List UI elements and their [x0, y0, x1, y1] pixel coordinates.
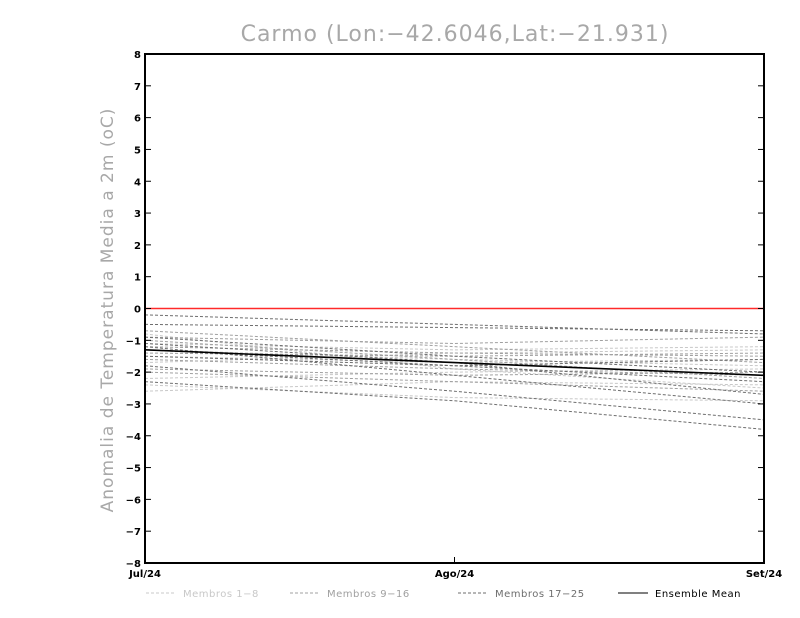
member-line-g1-4 — [144, 355, 765, 364]
y-tick-label: 0 — [134, 305, 141, 316]
y-tick-label: 4 — [134, 177, 141, 188]
y-tick-label: 5 — [134, 145, 141, 156]
x-tick-label: Ago/24 — [435, 569, 474, 580]
y-axis-label: Anomalia de Temperatura Media a 2m (oC) — [98, 108, 118, 513]
member-line-g1-2 — [144, 384, 765, 402]
member-line-g3-6 — [144, 346, 765, 405]
legend-label: Membros 17−25 — [495, 589, 585, 600]
member-line-g3-5 — [144, 381, 765, 430]
x-tick-label: Set/24 — [746, 569, 782, 580]
y-tick-label: −8 — [126, 559, 141, 570]
member-line-g1-6 — [144, 368, 765, 379]
y-tick-label: 1 — [134, 273, 141, 284]
member-line-g2-7 — [144, 330, 765, 364]
y-tick-label: 7 — [134, 82, 141, 93]
member-line-g3-3 — [144, 349, 765, 383]
member-line-g3-7 — [144, 336, 765, 373]
y-tick-label: −1 — [126, 336, 141, 347]
y-tick-label: −7 — [126, 527, 141, 538]
member-line-g2-8 — [144, 368, 765, 376]
member-line-g1-7 — [144, 333, 765, 389]
member-line-g1-1 — [144, 381, 765, 392]
chart-title: Carmo (Lon:−42.6046,Lat:−21.931) — [241, 22, 670, 47]
member-line-g3-4 — [144, 365, 765, 421]
y-tick-label: −5 — [126, 464, 141, 475]
member-line-g3-8 — [144, 355, 765, 367]
y-tick-label: 8 — [134, 50, 141, 61]
member-line-g1-8 — [144, 349, 765, 367]
legend-label: Membros 1−8 — [183, 589, 259, 600]
y-tick-label: 6 — [134, 114, 141, 125]
member-line-g2-4 — [144, 371, 765, 392]
y-tick-label: 3 — [134, 209, 141, 220]
plot-area — [144, 307, 765, 430]
member-line-g2-2 — [144, 352, 765, 357]
member-line-g1-5 — [144, 349, 765, 364]
ensemble-mean-line — [144, 349, 765, 377]
member-line-g3-1 — [144, 314, 765, 335]
y-tick-label: −2 — [126, 368, 141, 379]
member-line-g2-6 — [144, 346, 765, 357]
y-tick-label: 2 — [134, 241, 141, 252]
member-line-g1-3 — [144, 342, 765, 351]
legend-label: Membros 9−16 — [327, 589, 410, 600]
member-line-g2-3 — [144, 336, 765, 344]
legend-label: Ensemble Mean — [655, 589, 741, 600]
legend: Membros 1−8 Membros 9−16 Membros 17−25 Ense… — [146, 589, 741, 600]
member-line-g3-2 — [144, 323, 765, 332]
y-tick-label: −6 — [126, 495, 141, 506]
x-tick-label: Jul/24 — [128, 569, 161, 580]
y-tick-label: −3 — [126, 400, 141, 411]
member-line-g2-1 — [144, 339, 765, 379]
y-tick-label: −4 — [126, 432, 141, 443]
